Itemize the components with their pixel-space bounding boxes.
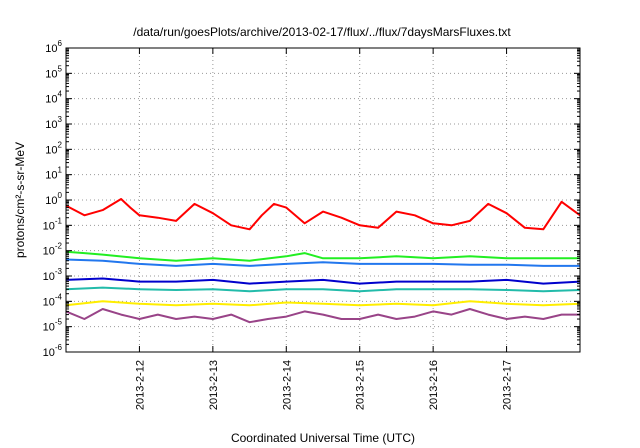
x-tick-label: 2013-2-17 [502, 360, 514, 410]
chart-title: /data/run/goesPlots/archive/2013-02-17/f… [133, 25, 511, 39]
y-tick-label: 100 [45, 191, 62, 207]
y-axis-label: protons/cm²-s-sr-MeV [13, 142, 27, 258]
grid-lines [66, 48, 580, 352]
series-line [65, 286, 581, 293]
y-tick-label: 103 [45, 115, 62, 131]
y-tick-label: 10-3 [43, 267, 63, 283]
x-tick-label: 2013-2-12 [134, 360, 146, 410]
y-tick-label: 105 [45, 64, 62, 80]
series-line [65, 258, 580, 267]
y-tick-label: 106 [45, 39, 62, 55]
x-axis: 2013-2-12 2013-2-13 2013-2-14 2013-2-15 2013… [134, 48, 514, 410]
y-tick-label: 10-1 [43, 216, 63, 232]
x-tick-label: 2013-2-14 [281, 360, 293, 410]
y-tick-label: 102 [45, 140, 62, 156]
x-tick-label: 2013-2-16 [428, 360, 440, 410]
y-tick-label: 101 [45, 166, 62, 182]
x-tick-label: 2013-2-13 [208, 360, 220, 410]
series-line [65, 277, 581, 285]
y-axis: 10-6 10-5 10-4 10-3 10-2 10-1 100 101 102 103 104 1… [43, 39, 580, 359]
series-line [65, 250, 580, 262]
y-tick-label: 10-5 [43, 318, 63, 334]
x-tick-label: 2013-2-15 [355, 360, 367, 410]
y-tick-label: 104 [45, 90, 62, 106]
series-line [65, 308, 580, 324]
x-axis-label: Coordinated Universal Time (UTC) [231, 431, 415, 445]
series-group [65, 198, 581, 324]
y-tick-label: 10-4 [43, 292, 63, 308]
series-line [65, 300, 581, 307]
y-tick-label: 10-6 [43, 343, 63, 359]
y-tick-label: 10-2 [43, 242, 63, 258]
series-line [65, 198, 581, 231]
